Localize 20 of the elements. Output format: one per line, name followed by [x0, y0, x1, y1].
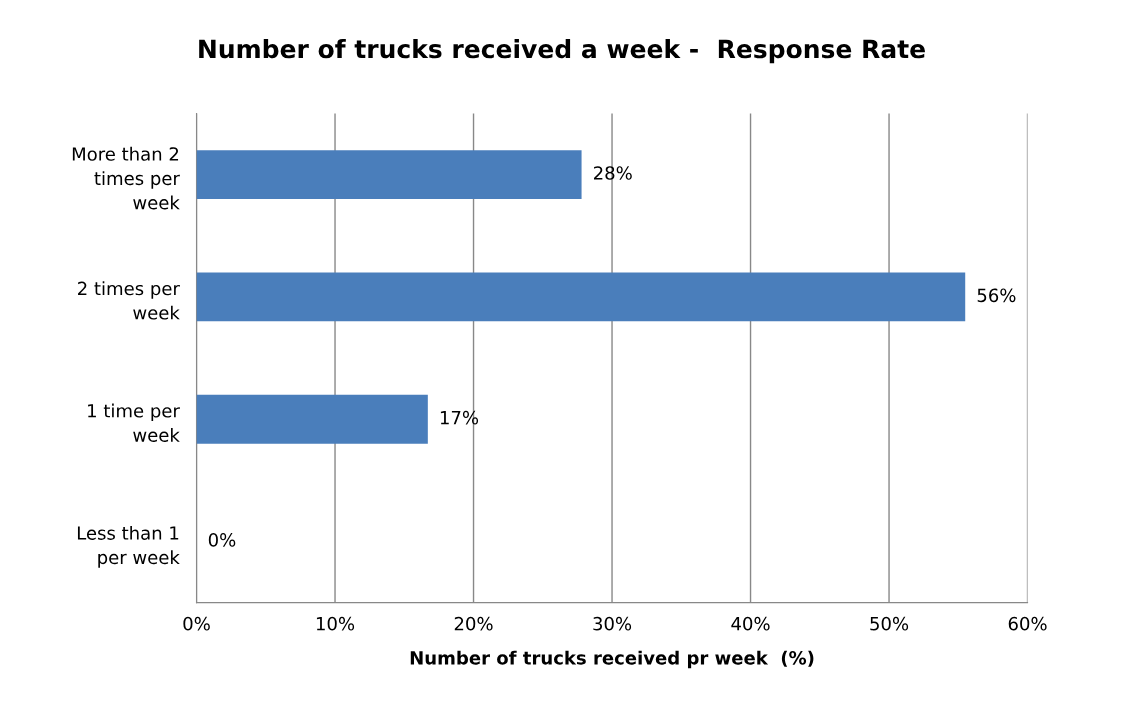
x-tick-label: 40% — [731, 616, 770, 631]
y-tick-label: Less than 1 per week — [77, 525, 180, 568]
x-axis-title: Number of trucks received pr week (%) — [410, 650, 814, 669]
bar — [196, 272, 966, 322]
chart-title: Number of trucks received a week - Response Rate — [199, 38, 925, 64]
x-tick-label: 50% — [870, 616, 909, 631]
y-tick-label: More than 2 times per week — [72, 146, 180, 210]
y-tick-label: 2 times per week — [78, 281, 180, 320]
data-label: 17% — [440, 410, 479, 425]
x-tick-label: 30% — [593, 616, 632, 631]
bar — [196, 394, 428, 444]
data-label: 28% — [594, 166, 632, 180]
x-tick-label: 20% — [454, 616, 493, 631]
x-tick-label: 60% — [1008, 616, 1047, 631]
data-label: 56% — [977, 288, 1016, 303]
y-tick-label: 1 time per week — [88, 403, 180, 442]
bar — [196, 150, 582, 200]
data-label: 0% — [208, 533, 236, 547]
x-tick-label: 10% — [316, 616, 355, 631]
x-tick-label: 0% — [183, 616, 210, 631]
